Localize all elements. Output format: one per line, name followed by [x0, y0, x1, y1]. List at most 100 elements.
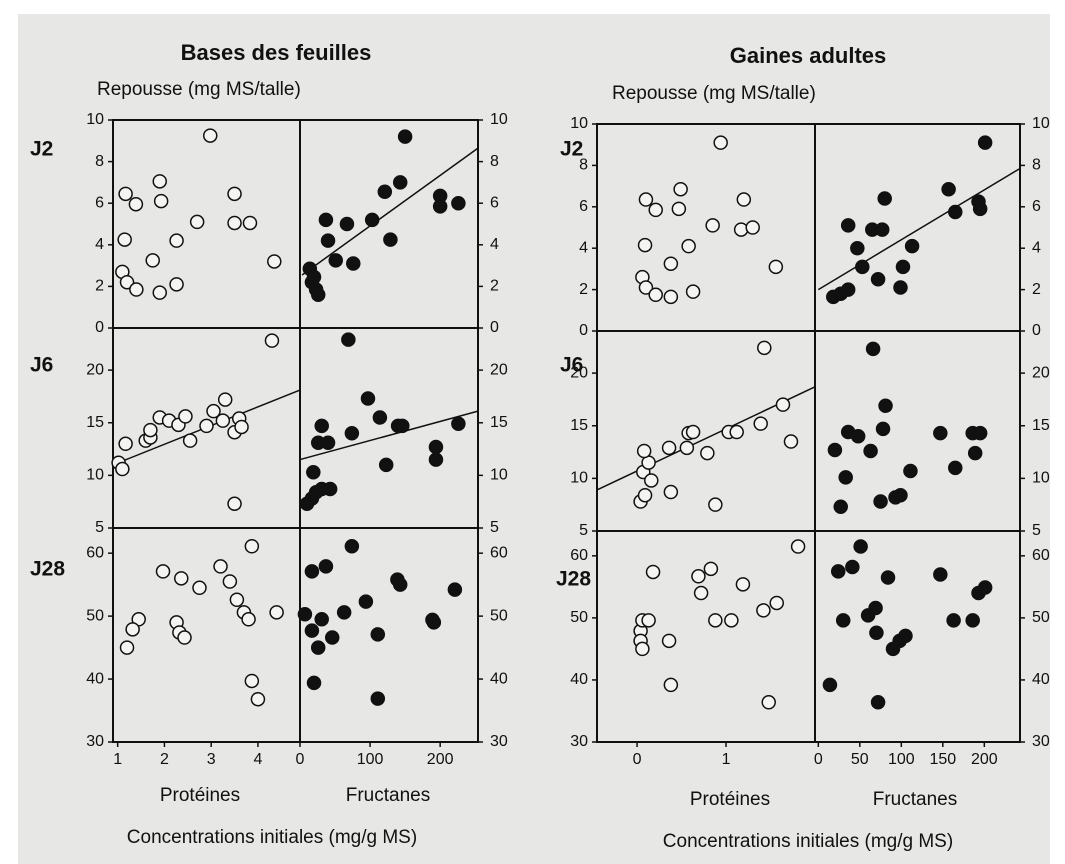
data-point [636, 443, 652, 459]
data-point [757, 340, 772, 356]
data-point [753, 416, 768, 431]
data-point [783, 434, 799, 449]
data-point [306, 269, 322, 285]
data-point [177, 630, 192, 645]
data-point [663, 677, 679, 693]
data-point [679, 440, 695, 456]
data-point [869, 625, 884, 641]
data-point [202, 128, 218, 143]
data-point [428, 439, 444, 455]
data-point [264, 333, 280, 348]
data-point [227, 496, 242, 512]
row-label: J28 [30, 558, 65, 581]
data-point [432, 199, 448, 214]
trend-line [299, 410, 479, 461]
data-point [761, 695, 776, 710]
x-axis-label: Protéines [160, 785, 240, 806]
data-point [227, 186, 242, 202]
data-point [735, 577, 751, 592]
data-point [661, 633, 677, 649]
data-point [244, 673, 260, 689]
data-point [304, 564, 320, 579]
y-tick-label: 8 [490, 153, 499, 170]
y-tick-label: 4 [1032, 239, 1041, 256]
y-tick-label: 10 [1032, 115, 1050, 132]
row-label: J6 [30, 354, 53, 377]
data-point [360, 391, 376, 406]
data-point [118, 186, 133, 202]
data-point [874, 222, 890, 237]
data-point [344, 539, 360, 554]
data-point [736, 192, 752, 207]
data-point [645, 564, 661, 580]
data-point [370, 691, 386, 706]
y-tick-label: 20 [1032, 364, 1050, 381]
data-point [372, 410, 388, 425]
y-tick-label: 40 [490, 670, 508, 687]
data-point [705, 218, 720, 233]
x-tick-label: 200 [427, 751, 454, 768]
y-tick-label: 15 [490, 414, 508, 431]
data-point [724, 613, 739, 628]
x-axis-label: Fructanes [873, 789, 957, 810]
y-tick-label: 30 [490, 733, 508, 750]
data-point [685, 284, 701, 299]
data-point [306, 675, 322, 691]
data-point [637, 487, 653, 503]
data-point [644, 473, 659, 488]
y-tick-label: 0 [1032, 322, 1041, 339]
y-tick-label: 60 [570, 547, 588, 564]
data-point [328, 253, 343, 268]
y-tick-label: 6 [95, 194, 104, 211]
data-point [948, 460, 963, 476]
data-point [153, 193, 169, 209]
y-tick-label: 50 [490, 607, 508, 624]
data-point [822, 677, 838, 693]
data-point [941, 181, 956, 197]
x-tick-label: 150 [929, 751, 956, 768]
data-point [182, 433, 198, 448]
data-point [733, 222, 749, 237]
data-point [691, 569, 706, 584]
y-tick-label: 40 [86, 670, 104, 687]
data-point [229, 592, 245, 608]
data-point [199, 418, 214, 434]
data-point [310, 640, 326, 655]
y-tick-label: 10 [1032, 470, 1050, 487]
y-tick-label: 8 [1032, 157, 1041, 174]
data-point [395, 418, 410, 434]
data-point [119, 640, 135, 655]
data-point [893, 487, 908, 503]
data-point [840, 218, 856, 233]
data-point [339, 216, 355, 232]
data-point [217, 392, 233, 407]
data-point [143, 422, 158, 438]
data-point [898, 628, 913, 644]
y-tick-label: 6 [490, 194, 499, 211]
y-tick-label: 60 [490, 544, 508, 561]
footer-label: Concentrations initiales (mg/g MS) [663, 831, 953, 852]
data-point [244, 539, 260, 554]
data-point [648, 287, 663, 303]
data-point [878, 398, 893, 413]
data-point [977, 135, 993, 150]
data-point [967, 445, 983, 461]
row-label: J28 [556, 568, 591, 591]
data-point [868, 600, 883, 616]
data-point [972, 201, 988, 217]
data-point [671, 201, 687, 217]
y-tick-label: 30 [1032, 733, 1050, 750]
data-point [234, 419, 249, 435]
data-point [189, 214, 205, 230]
y-tick-label: 30 [86, 733, 104, 750]
data-point [835, 613, 851, 628]
data-point [838, 470, 853, 485]
data-point [745, 220, 760, 235]
data-point [685, 424, 701, 440]
y-tick-label: 5 [490, 519, 499, 536]
data-point [681, 238, 696, 254]
x-tick-label: 1 [722, 751, 731, 768]
data-point [227, 215, 242, 231]
data-point [893, 280, 908, 295]
